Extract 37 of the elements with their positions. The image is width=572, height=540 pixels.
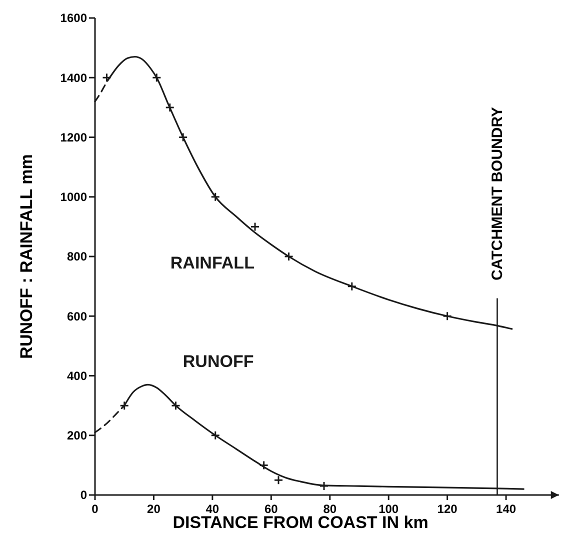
- x-tick-label: 140: [496, 502, 516, 516]
- point: [259, 460, 269, 470]
- y-tick-label: 0: [80, 488, 88, 502]
- point: [274, 475, 284, 485]
- point: [250, 222, 260, 232]
- ref-line-label: CATCHMENT BOUNDRY: [489, 107, 506, 280]
- point: [319, 481, 329, 491]
- y-tick-label: 200: [66, 428, 88, 443]
- point: [210, 430, 220, 440]
- point: [347, 282, 357, 292]
- x-tick-label: 40: [206, 502, 220, 516]
- x-tick-label: 0: [92, 502, 99, 516]
- point: [442, 311, 452, 321]
- point: [102, 72, 112, 82]
- y-axis-title: RUNOFF : RAINFALL mm: [17, 154, 36, 359]
- point: [120, 400, 130, 410]
- x-tick-label: 80: [323, 502, 337, 516]
- point: [178, 132, 188, 142]
- x-axis-title: DISTANCE FROM COAST IN km: [172, 513, 428, 532]
- y-tick-label: 1600: [60, 11, 88, 26]
- point: [170, 400, 180, 410]
- point: [284, 252, 294, 262]
- y-tick-label: 1200: [60, 130, 88, 144]
- series-label: RAINFALL: [170, 253, 254, 272]
- y-tick-label: 400: [66, 368, 88, 383]
- y-tick-label: 800: [66, 250, 88, 264]
- point: [210, 192, 220, 202]
- x-tick-label: 100: [378, 502, 399, 516]
- point: [165, 102, 175, 112]
- x-tick-label: 60: [264, 502, 278, 516]
- y-tick-label: 1000: [60, 190, 88, 204]
- point: [152, 72, 162, 82]
- series-label: RUNOFF: [182, 352, 254, 371]
- y-tick-label: 600: [66, 309, 88, 324]
- y-tick-label: 1400: [60, 70, 88, 85]
- x-tick-label: 120: [437, 502, 458, 516]
- x-tick-label: 20: [147, 502, 161, 516]
